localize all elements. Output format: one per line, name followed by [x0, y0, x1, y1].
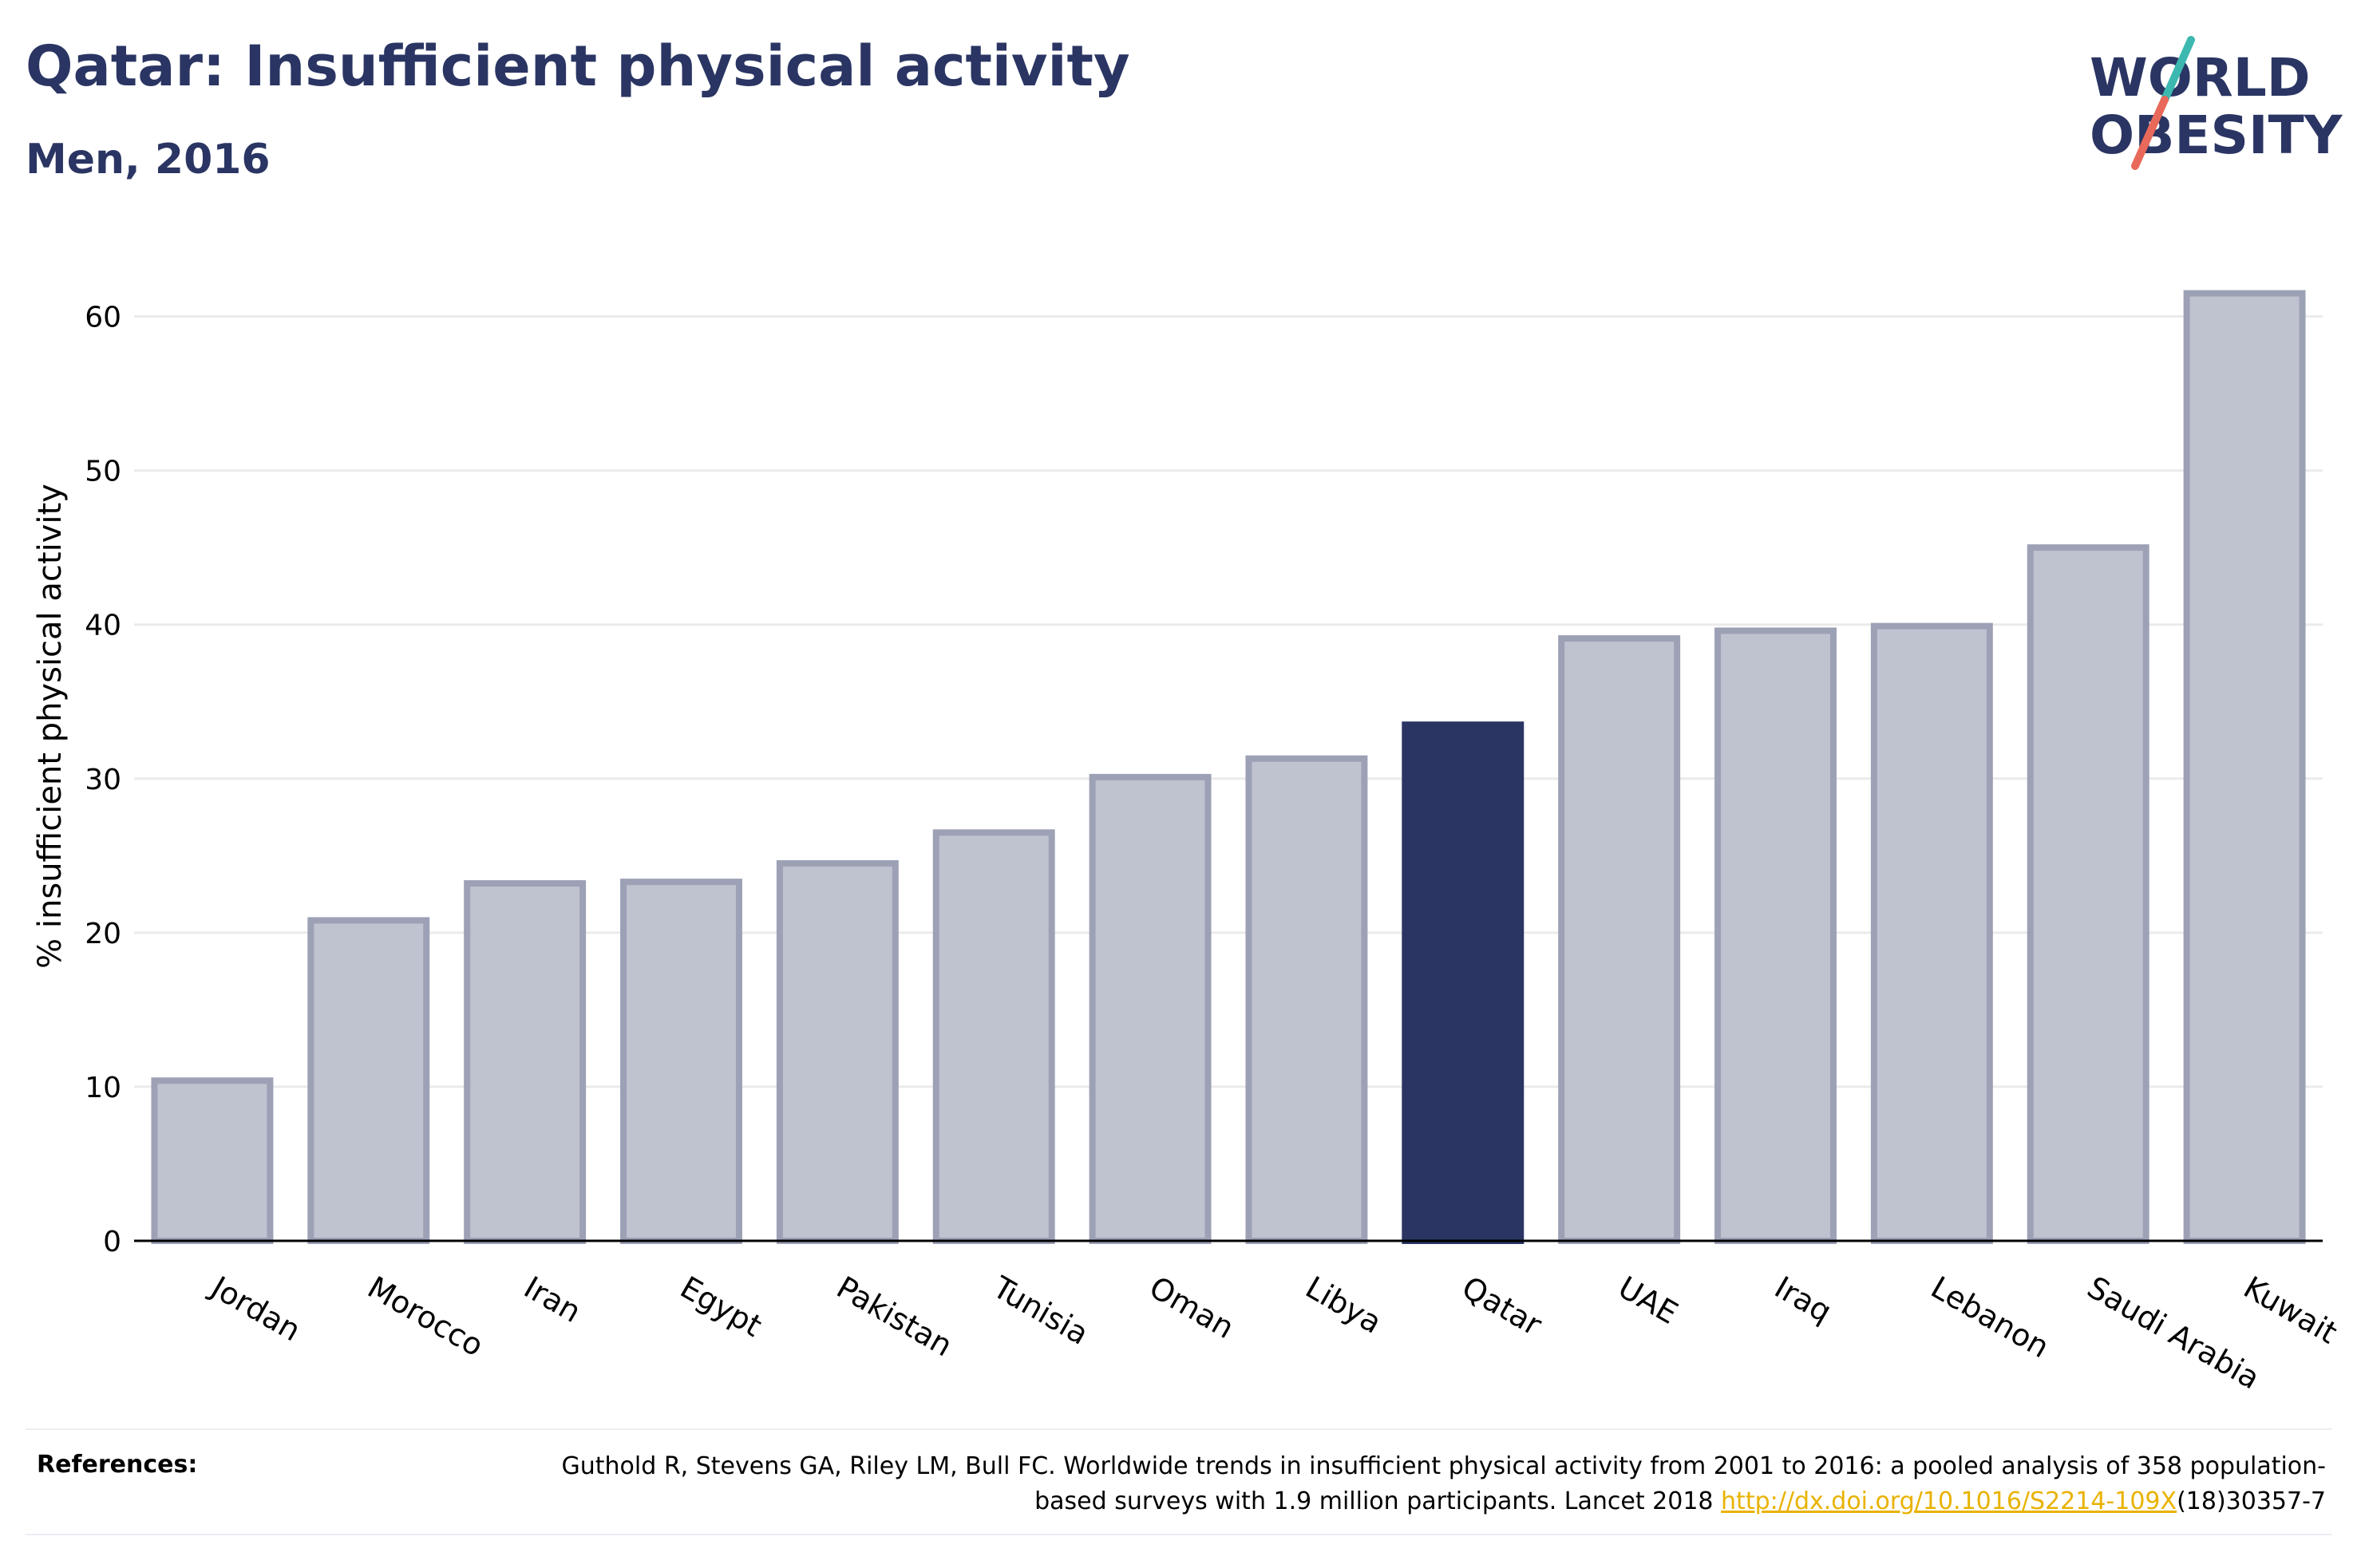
bar-egypt [620, 879, 742, 1244]
world-obesity-logo: WORLD OBESITY [2090, 36, 2343, 170]
references-section: References: Guthold R, Stevens GA, Riley… [26, 1428, 2332, 1535]
bar-iran [464, 880, 587, 1244]
x-tick-label: Iran [518, 1270, 587, 1329]
y-tick-label: 50 [85, 456, 121, 488]
x-tick-label: Oman [1144, 1270, 1240, 1345]
x-tick-label: Tunisia [987, 1269, 1094, 1352]
x-tick-label: Kuwait [2238, 1270, 2343, 1351]
bar-lebanon [1870, 622, 1993, 1244]
y-axis-label: % insufficient physical activity [32, 484, 69, 969]
y-tick-label: 20 [85, 918, 121, 950]
doi-link[interactable]: http://dx.doi.org/10.1016/S2214-109X [1721, 1487, 2177, 1515]
references-label: References: [37, 1451, 198, 1479]
x-tick-label: Lebanon [1925, 1270, 2055, 1365]
x-tick-label: Qatar [1456, 1270, 1548, 1343]
bar-pakistan [776, 859, 899, 1244]
bar-jordan [151, 1077, 274, 1244]
y-tick-label: 10 [85, 1072, 121, 1104]
grid-lines [134, 315, 2323, 1088]
y-tick-label: 40 [85, 610, 121, 642]
bar-chart: 0 10 20 30 40 50 60 Jordan Morocco Iran Egypt Pakis… [32, 290, 2343, 1396]
x-tick-label: Libya [1299, 1270, 1387, 1341]
y-tick-label: 0 [103, 1226, 121, 1258]
x-tick-label: Jordan [204, 1269, 306, 1349]
x-tick-label: UAE [1612, 1270, 1683, 1331]
x-tick-label: Saudi Arabia [2082, 1270, 2266, 1396]
bar-kuwait [2183, 290, 2306, 1245]
bar-iraq [1714, 627, 1837, 1244]
x-tick-label: Pakistan [831, 1270, 959, 1364]
x-tick-label: Egypt [674, 1270, 768, 1344]
chart-title: Qatar: Insufficient physical activity [26, 34, 1130, 99]
logo-line1: WORLD [2090, 47, 2311, 109]
y-tick-label: 60 [85, 302, 121, 334]
x-tick-label: Morocco [362, 1270, 489, 1364]
bar-saudi-arabia [2027, 544, 2149, 1244]
bar-qatar [1402, 721, 1525, 1244]
references-citation: Guthold R, Stevens GA, Riley LM, Bull FC… [561, 1452, 2326, 1515]
bar-oman [1089, 773, 1212, 1244]
chart-subtitle: Men, 2016 [26, 136, 271, 184]
bars [151, 290, 2306, 1245]
references-citation-end: (18)30357-7 [2177, 1487, 2326, 1515]
bar-uae [1558, 635, 1681, 1244]
bar-morocco [307, 917, 430, 1245]
x-tick-label: Iraq [1769, 1270, 1837, 1329]
logo-slash-bottom [2131, 96, 2169, 170]
y-tick-label: 30 [85, 764, 121, 796]
bar-tunisia [932, 829, 1055, 1245]
bar-libya [1245, 755, 1368, 1244]
references-text: Guthold R, Stevens GA, Riley LM, Bull FC… [490, 1449, 2326, 1519]
logo-line2: OBESITY [2090, 105, 2343, 166]
logo-slash-top [2161, 36, 2195, 104]
